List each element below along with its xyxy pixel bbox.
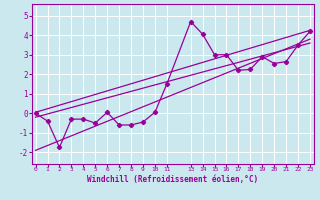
X-axis label: Windchill (Refroidissement éolien,°C): Windchill (Refroidissement éolien,°C) [87, 175, 258, 184]
